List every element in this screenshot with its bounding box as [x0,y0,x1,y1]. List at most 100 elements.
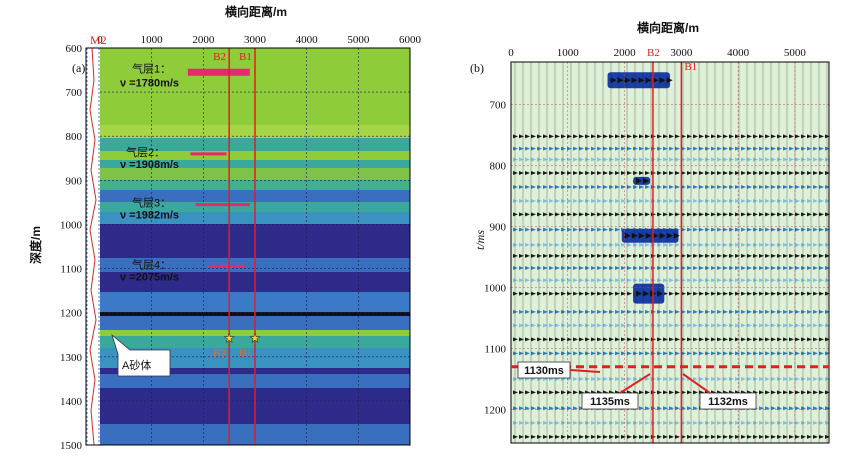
seismic-wavelet [801,291,806,296]
seismic-wavelet [555,420,560,425]
seismic-wavelet [705,420,710,425]
seismic-wavelet [723,227,728,232]
seismic-wavelet [699,198,704,203]
seismic-wavelet [699,323,704,328]
seismic-wavelet [699,337,704,342]
seismic-wavelet [627,337,632,342]
seismic-wavelet [633,170,638,175]
seismic-wavelet [603,420,608,425]
seismic-wavelet [741,134,746,139]
seismic-wavelet [693,212,698,217]
seismic-wavelet [573,291,578,296]
seismic-wavelet [645,198,650,203]
seismic-wavelet [759,242,764,247]
seismic-wavelet [747,309,752,314]
seismic-wavelet [573,198,578,203]
seismic-wavelet [825,376,830,381]
seismic-wavelet [573,253,578,258]
seismic-wavelet [513,253,518,258]
seismic-wavelet [675,242,680,247]
seismic-wavelet [585,420,590,425]
seismic-wavelet [747,376,752,381]
seismic-wavelet [669,337,674,342]
seismic-wavelet [735,198,740,203]
seismic-wavelet [627,253,632,258]
seismic-wavelet [675,266,680,271]
seismic-wavelet [711,376,716,381]
seismic-wavelet [561,351,566,356]
line-b2-top-label: B2 [213,51,226,63]
seismic-wavelet [681,323,686,328]
seismic-wavelet [747,351,752,356]
seismic-wavelet [561,227,566,232]
seismic-wavelet [819,253,824,258]
seismic-wavelet [801,278,806,283]
seismic-wavelet [735,134,740,139]
seismic-wavelet [627,198,632,203]
seismic-wavelet [765,406,770,411]
seismic-wavelet [765,253,770,258]
seismic-wavelet [627,170,632,175]
seismic-wavelet [783,323,788,328]
seismic-wavelet [777,376,782,381]
seismic-wavelet [675,420,680,425]
gas-layer-4-name: 气层4： [132,257,171,271]
seismic-wavelet [609,134,614,139]
seismic-wavelet [615,146,620,151]
seismic-wavelet [687,351,692,356]
seismic-wavelet [687,184,692,189]
seismic-wavelet [705,170,710,175]
seismic-wavelet [783,198,788,203]
seismic-wavelet [615,184,620,189]
seismic-wavelet [693,157,698,162]
seismic-wavelet [687,198,692,203]
seismic-wavelet [825,198,830,203]
seismic-wavelet [783,278,788,283]
seismic-wavelet [759,146,764,151]
seismic-wavelet [513,227,518,232]
seismic-wavelet [603,157,608,162]
seismic-wavelet [579,253,584,258]
seismic-wavelet [531,434,536,439]
seismic-wavelet [609,157,614,162]
sand-callout-box [111,333,171,377]
seismic-wavelet [675,278,680,283]
seismic-wavelet [783,134,788,139]
right-y-tick-label: 1100 [484,344,506,356]
seismic-wavelet [513,170,518,175]
seismic-wavelet [603,198,608,203]
seismic-wavelet [795,212,800,217]
seismic-wavelet [735,184,740,189]
seismic-wavelet [741,309,746,314]
seismic-wavelet [519,266,524,271]
seismic-wavelet [711,351,716,356]
seismic-wavelet [747,266,752,271]
seismic-wavelet [687,278,692,283]
seismic-wavelet [567,212,572,217]
seismic-wavelet [723,184,728,189]
seismic-wavelet [573,157,578,162]
well-label-m2: M2 [90,33,107,47]
seismic-wavelet [519,134,524,139]
seismic-wavelet [699,376,704,381]
gas-layer-1-name: 气层1： [132,61,171,75]
seismic-wavelet [561,291,566,296]
seismic-wavelet [585,170,590,175]
seismic-wavelet [675,184,680,189]
seismic-wavelet [693,242,698,247]
seismic-wavelet [603,309,608,314]
seismic-wavelet [669,390,674,395]
seismic-wavelet [741,212,746,217]
seismic-wavelet [639,184,644,189]
seismic-wavelet [741,420,746,425]
seismic-wavelet [765,434,770,439]
seismic-wavelet [537,337,542,342]
seismic-wavelet [795,323,800,328]
seismic-wavelet [693,434,698,439]
seismic-wavelet [549,227,554,232]
seismic-wavelet [537,242,542,247]
seismic-wavelet [825,351,830,356]
seismic-wavelet [681,406,686,411]
seismic-wavelet [657,198,662,203]
